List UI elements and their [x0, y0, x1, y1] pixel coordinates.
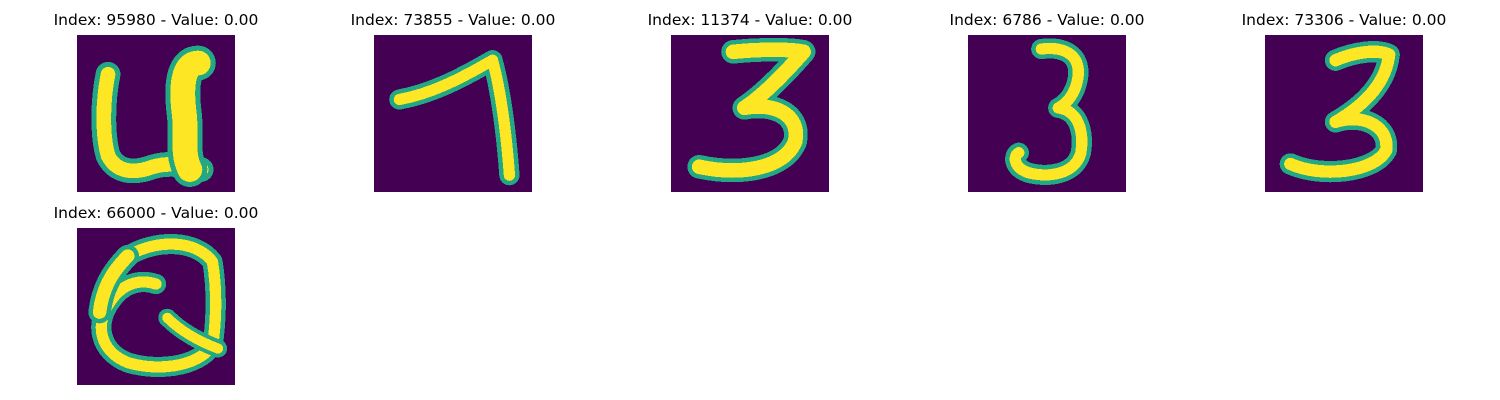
handwritten-3-image [1265, 35, 1423, 192]
image-panel: Index: 73855 - Value: 0.00 [323, 0, 583, 190]
image-panel: Index: 95980 - Value: 0.00 [26, 0, 286, 190]
handwritten-3-image [968, 35, 1126, 192]
panel-title: Index: 73855 - Value: 0.00 [323, 10, 583, 30]
handwritten-3-image [671, 35, 829, 192]
image-panel: Index: 73306 - Value: 0.00 [1214, 0, 1474, 190]
image-panel: Index: 66000 - Value: 0.00 [26, 193, 286, 383]
handwritten-Q-image [77, 228, 235, 385]
image-panel: Index: 6786 - Value: 0.00 [917, 0, 1177, 190]
panel-title: Index: 11374 - Value: 0.00 [620, 10, 880, 30]
panel-title: Index: 95980 - Value: 0.00 [26, 10, 286, 30]
panel-title: Index: 66000 - Value: 0.00 [26, 203, 286, 223]
handwritten-U-image [77, 35, 235, 192]
image-panel: Index: 11374 - Value: 0.00 [620, 0, 880, 190]
panel-title: Index: 6786 - Value: 0.00 [917, 10, 1177, 30]
panel-title: Index: 73306 - Value: 0.00 [1214, 10, 1474, 30]
handwritten-7-image [374, 35, 532, 192]
